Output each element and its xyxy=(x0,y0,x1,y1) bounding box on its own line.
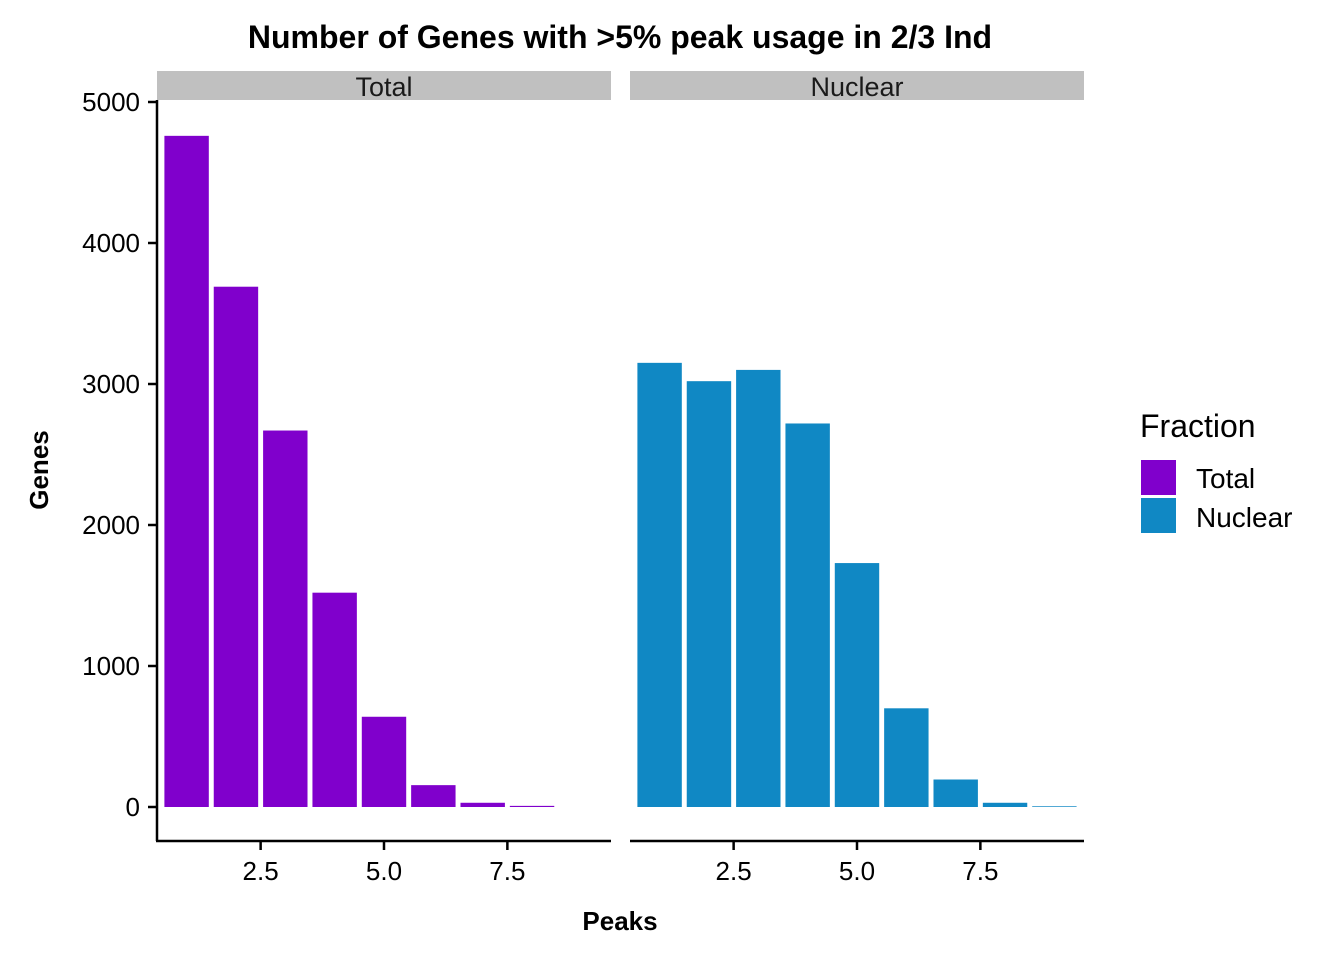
bar-nuclear-4 xyxy=(785,423,830,807)
bars-total xyxy=(164,135,555,808)
x-axis-title: Peaks xyxy=(582,906,657,936)
bar-total-7 xyxy=(460,802,505,807)
y-tick-label: 3000 xyxy=(82,369,140,399)
x-tick-label: 2.5 xyxy=(243,856,279,886)
bar-nuclear-5 xyxy=(834,563,880,807)
bar-nuclear-8 xyxy=(982,802,1028,807)
y-tick-label: 2000 xyxy=(82,510,140,540)
legend-label-total: Total xyxy=(1196,463,1255,494)
x-tick-label: 2.5 xyxy=(716,856,752,886)
bar-total-3 xyxy=(263,430,308,807)
x-axis-ticks: 2.5 5.0 7.5 2.5 5.0 7.5 xyxy=(243,841,998,886)
x-tick-label: 7.5 xyxy=(489,856,525,886)
bar-total-4 xyxy=(312,592,357,807)
y-tick-label: 1000 xyxy=(82,651,140,681)
legend-key-nuclear xyxy=(1141,498,1176,533)
x-tick-label: 5.0 xyxy=(366,856,402,886)
bar-nuclear-9 xyxy=(1032,806,1077,807)
bar-nuclear-1 xyxy=(637,362,682,807)
y-tick-label: 4000 xyxy=(82,228,140,258)
legend-label-nuclear: Nuclear xyxy=(1196,502,1292,533)
legend-title: Fraction xyxy=(1140,408,1256,444)
bar-nuclear-7 xyxy=(933,779,978,807)
strip-nuclear xyxy=(630,71,1084,100)
bar-total-5 xyxy=(361,716,407,807)
bar-nuclear-3 xyxy=(736,369,781,807)
chart-title: Number of Genes with >5% peak usage in 2… xyxy=(248,19,992,55)
bar-nuclear-6 xyxy=(884,708,929,807)
legend-key-total xyxy=(1141,460,1176,495)
y-axis-ticks: 0 1000 2000 3000 4000 5000 xyxy=(82,87,157,822)
legend: Fraction Total Nuclear xyxy=(1140,408,1292,533)
strip-total xyxy=(157,71,611,100)
strip-total-label: Total xyxy=(355,72,412,102)
x-tick-label: 7.5 xyxy=(962,856,998,886)
bar-total-2 xyxy=(213,286,259,808)
panel-total: Total xyxy=(157,71,611,808)
bar-total-1 xyxy=(164,135,209,808)
y-axis-title: Genes xyxy=(24,430,54,510)
bar-nuclear-2 xyxy=(686,381,732,807)
y-tick-label: 0 xyxy=(126,792,140,822)
bars-nuclear xyxy=(637,362,1077,807)
bar-total-6 xyxy=(411,785,456,807)
strip-nuclear-label: Nuclear xyxy=(810,72,903,102)
x-tick-label: 5.0 xyxy=(839,856,875,886)
y-tick-label: 5000 xyxy=(82,87,140,117)
panel-nuclear: Nuclear xyxy=(630,71,1084,807)
bar-total-8 xyxy=(509,805,555,807)
